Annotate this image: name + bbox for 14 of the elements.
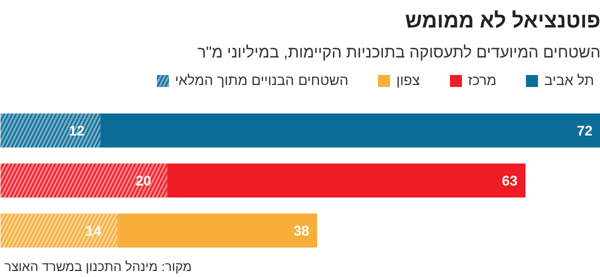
legend-label: צפון [396, 72, 420, 88]
bar [167, 164, 526, 198]
data-label: 12 [68, 122, 85, 138]
legend-label: תל אביב [544, 72, 594, 88]
legend-label: השטחים הבנויים מתוך המלאי [174, 72, 348, 88]
legend-label: מרכז [468, 72, 496, 88]
text: מקור: מינהל התכנון במשרד האוצר [4, 259, 192, 274]
total-label: 63 [502, 172, 518, 188]
chart-title: פוטנציאל לא ממומש [405, 10, 600, 32]
chart-subtitle: השטחים המיועדים לתעסוקה בתוכניות הקיימות, במיליוני מ"ר [198, 44, 600, 62]
total-label: 72 [576, 122, 593, 138]
bar [100, 114, 600, 148]
bar [117, 214, 318, 248]
total-label: 38 [294, 222, 310, 238]
